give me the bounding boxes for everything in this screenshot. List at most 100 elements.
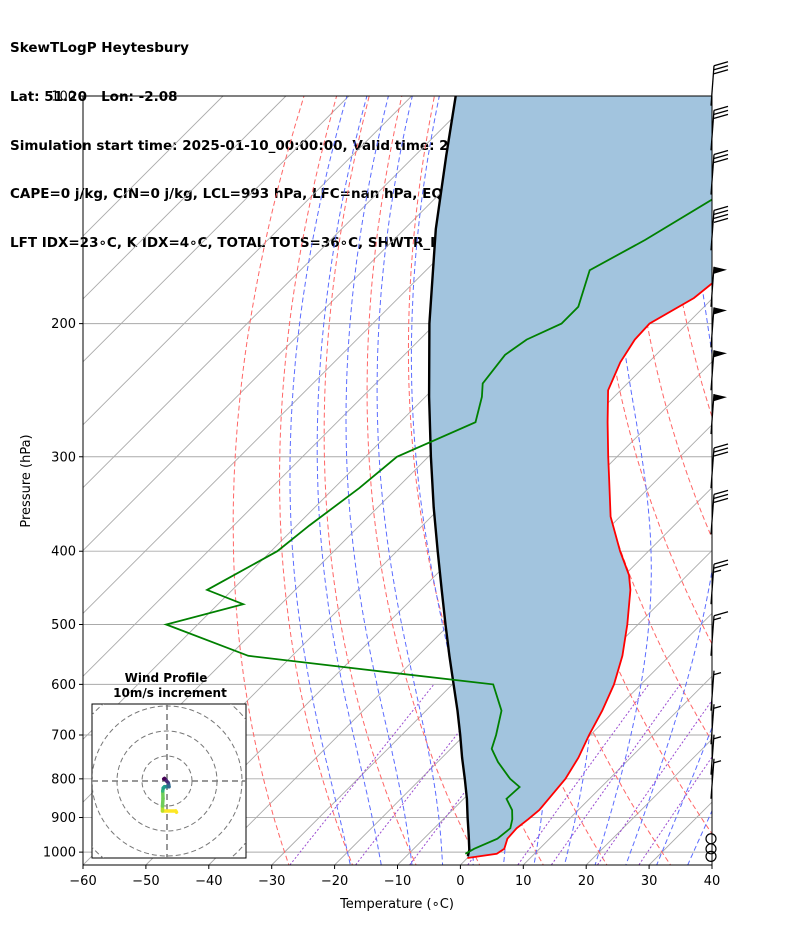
y-tick-label: 500: [51, 618, 76, 633]
wind-barb: [710, 205, 729, 251]
wind-barb: [710, 670, 722, 711]
title-station: SkewTLogP Heytesbury: [10, 40, 189, 57]
barb-half: [713, 705, 722, 709]
barb-full: [713, 443, 729, 449]
x-tick-label: −10: [384, 874, 411, 889]
parcel-profile-line: [427, 96, 471, 857]
barb-full: [713, 149, 729, 156]
mixing-ratio-line: [550, 684, 681, 865]
isotherm-line: [83, 96, 538, 552]
barb-full: [713, 153, 729, 160]
barb-half: [713, 760, 722, 764]
wind-barb: [710, 443, 729, 489]
wind-barb: [710, 350, 727, 391]
calm-wind-circle: [705, 850, 717, 862]
barb-pennant: [714, 266, 727, 274]
isotherm-line: [522, 675, 712, 865]
wind-barb: [710, 559, 729, 605]
barb-staff: [710, 704, 715, 745]
barb-staff: [710, 307, 715, 348]
barb-half: [713, 736, 722, 740]
barb-full: [713, 217, 729, 223]
isotherm-line: [83, 96, 350, 363]
barb-staff: [710, 564, 715, 605]
dry-adiabat-line: [728, 96, 794, 868]
x-axis-title: Temperature (∘C): [339, 897, 454, 912]
moist-adiabat-line: [345, 96, 413, 865]
barb-full: [713, 209, 729, 215]
y-tick-label: 700: [51, 728, 76, 743]
isotherm-line: [775, 96, 794, 865]
y-axis-title: Pressure (hPa): [19, 434, 34, 527]
wind-barb: [710, 149, 729, 195]
mixing-ratio-line: [354, 684, 497, 865]
barb-half: [713, 672, 722, 676]
isotherm-line: [83, 96, 224, 237]
y-tick-label: 300: [51, 450, 76, 465]
cape-cin-shading: [429, 96, 712, 858]
barb-staff: [710, 394, 715, 435]
barb-pennant: [714, 394, 727, 402]
barb-pennant: [714, 350, 727, 358]
moist-adiabat-line: [289, 96, 351, 865]
wind-barb: [710, 266, 727, 307]
moist-adiabat-line: [316, 96, 382, 865]
barb-full: [713, 497, 729, 504]
barb-staff: [710, 494, 715, 535]
plot-area: [83, 79, 794, 868]
x-tick-label: −40: [195, 874, 222, 889]
barb-full: [713, 493, 729, 500]
dewpoint-line: [163, 198, 712, 855]
wind-barb: [705, 850, 717, 862]
barb-full: [713, 61, 729, 67]
hodograph-subtitle: 10m/s increment: [113, 686, 227, 700]
x-tick-label: −20: [321, 874, 348, 889]
barb-full: [713, 447, 729, 453]
isotherm-line: [83, 96, 475, 489]
barb-full: [713, 611, 729, 617]
barb-staff: [710, 350, 715, 391]
isotherm-line: [83, 96, 413, 426]
y-tick-label: 400: [51, 545, 76, 560]
barb-half: [713, 617, 722, 621]
x-tick-label: 30: [641, 874, 658, 889]
temperature-line: [467, 282, 712, 859]
calm-wind-circle: [705, 833, 717, 845]
barb-full: [713, 559, 729, 565]
moist-adiabat-line: [594, 96, 652, 865]
barb-full: [713, 563, 729, 569]
wind-barb: [710, 61, 729, 106]
barb-staff: [710, 266, 715, 307]
wind-barb: [710, 394, 727, 435]
barb-staff: [710, 210, 715, 251]
wind-barb: [710, 734, 722, 775]
x-tick-label: 10: [515, 874, 532, 889]
barb-full: [713, 65, 729, 71]
barb-pennant: [714, 307, 727, 315]
hodograph-inset: Wind Profile 10m/s increment: [91, 671, 247, 859]
mixing-ratio-line: [517, 684, 650, 865]
mixing-ratio-line: [638, 756, 712, 865]
moist-adiabat-line: [717, 79, 794, 868]
barb-half: [713, 569, 722, 573]
x-tick-label: −50: [132, 874, 159, 889]
barb-staff: [710, 65, 715, 106]
barb-staff: [710, 615, 715, 656]
x-tick-label: −30: [258, 874, 285, 889]
y-tick-label: 800: [51, 772, 76, 787]
barb-full: [713, 69, 729, 75]
barb-staff: [710, 734, 715, 775]
pressure-axis: 100 200 300 400 500 600 700 800 900 1000: [43, 90, 83, 861]
isotherm-line: [83, 96, 287, 300]
y-tick-label: 900: [51, 811, 76, 826]
moist-adiabat-line: [625, 96, 712, 865]
dry-adiabat-line: [232, 96, 305, 865]
wind-barb: [705, 833, 717, 845]
barb-full: [713, 205, 729, 211]
y-tick-label: 1000: [43, 846, 76, 861]
barb-full: [713, 213, 729, 219]
dry-adiabat-line: [662, 96, 712, 419]
barb-full: [713, 451, 729, 457]
dry-adiabat-line: [594, 96, 712, 645]
